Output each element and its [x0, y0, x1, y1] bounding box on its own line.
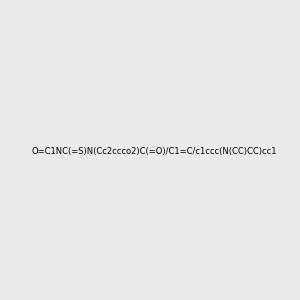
Text: O=C1NC(=S)N(Cc2ccco2)C(=O)/C1=C/c1ccc(N(CC)CC)cc1: O=C1NC(=S)N(Cc2ccco2)C(=O)/C1=C/c1ccc(N(…: [31, 147, 277, 156]
